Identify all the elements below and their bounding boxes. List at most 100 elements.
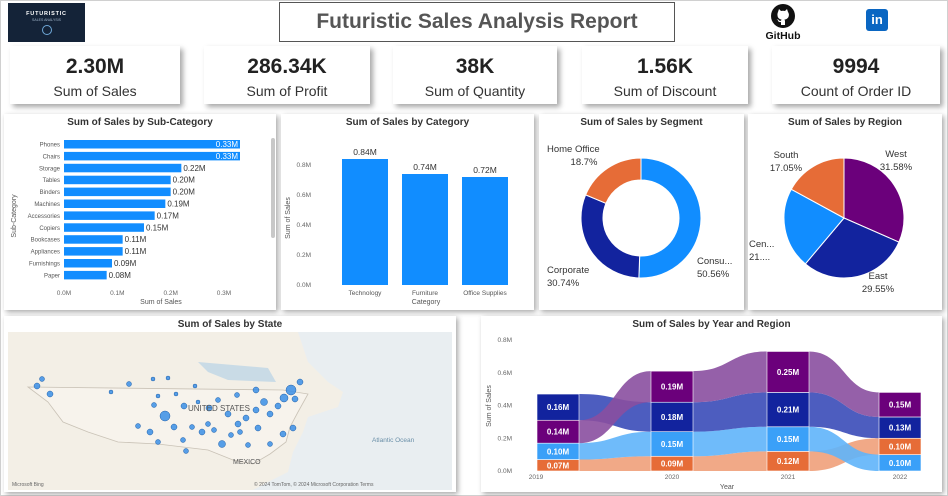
kpi-value: 2.30M — [65, 55, 125, 78]
x-tick-label: 2021 — [781, 474, 796, 481]
state-bubbles — [33, 375, 304, 454]
category-tick-label: Storage — [39, 166, 61, 172]
slice-label: Corporate — [547, 265, 589, 276]
state-bubble — [279, 393, 289, 403]
state-bubble — [46, 390, 54, 398]
state-bubble — [205, 404, 213, 412]
pie-slice — [843, 157, 905, 243]
bar — [342, 159, 388, 285]
state-bubble — [33, 382, 41, 390]
github-link[interactable]: GitHub — [760, 2, 806, 42]
bar — [462, 177, 508, 285]
x-tick-label: 0.0M — [57, 290, 71, 297]
bar — [64, 223, 144, 232]
logo-subtext: SALES ANALYSIS — [32, 18, 61, 22]
slice-label: East — [868, 271, 887, 282]
ribbon-band — [809, 392, 879, 439]
data-label: 0.10M — [547, 447, 570, 456]
state-bubble — [173, 391, 179, 397]
ribbon-band — [809, 351, 879, 417]
state-bubble — [224, 410, 232, 418]
kpi-card-quantity[interactable]: 38K Sum of Quantity — [393, 46, 557, 104]
kpi-value: 286.34K — [247, 55, 327, 78]
ribbon-band — [693, 392, 767, 432]
state-bubble — [198, 428, 206, 436]
category-tick-label: Appliances — [31, 250, 60, 256]
region-chart-panel[interactable]: Sum of Sales by Region West 31.58% East 29.… — [748, 114, 942, 310]
x-axis-title: Year — [720, 484, 735, 491]
slice-value: 31.58% — [880, 162, 913, 173]
kpi-card-orders[interactable]: 9994 Count of Order ID — [772, 46, 940, 104]
kpi-card-discount[interactable]: 1.56K Sum of Discount — [582, 46, 748, 104]
y-tick-label: 0.2M — [297, 252, 311, 259]
slice-value: 50.56% — [697, 269, 730, 280]
state-bubble — [254, 424, 262, 432]
state-bubble — [170, 423, 178, 431]
y-tick-label: 0.0M — [498, 468, 512, 475]
logo-mark-icon — [41, 25, 52, 35]
y-tick-label: 0.8M — [297, 162, 311, 169]
state-bubble — [274, 402, 282, 410]
kpi-card-profit[interactable]: 286.34K Sum of Profit — [204, 46, 370, 104]
data-label: 0.11M — [125, 247, 147, 256]
state-bubble — [150, 376, 156, 382]
slice-label: Home Office — [547, 144, 600, 155]
category-bar-chart: 0.0M 0.2M 0.4M 0.6M 0.8M 0.84M Technology 0.74M… — [285, 147, 508, 306]
data-label: 0.13M — [889, 424, 912, 433]
subcategory-chart-panel[interactable]: Sum of Sales by Sub-Category Phones 0.33M… — [4, 114, 276, 310]
state-bubble — [211, 427, 217, 433]
slice-label: Consu... — [697, 256, 732, 267]
data-label: 0.15M — [777, 435, 800, 444]
slice-value: 29.55% — [862, 284, 895, 295]
bar — [64, 175, 171, 185]
kpi-card-sales[interactable]: 2.30M Sum of Sales — [10, 46, 180, 104]
scrollbar — [271, 138, 275, 238]
state-bubble — [291, 395, 299, 403]
ribbon-segment — [650, 370, 694, 403]
state-bubble — [155, 439, 161, 445]
kpi-value: 1.56K — [636, 55, 694, 78]
slice-value: 17.05% — [770, 163, 803, 174]
x-tick-label: 2020 — [665, 474, 680, 481]
x-tick-label: Furniture — [412, 290, 438, 297]
state-bubble — [245, 442, 251, 448]
category-tick-label: Accessories — [28, 214, 60, 220]
chart-title: Sum of Sales by Region — [788, 117, 902, 128]
state-bubble — [289, 424, 297, 432]
data-label: 0.15M — [661, 440, 684, 449]
chart-title: Sum of Sales by State — [177, 319, 283, 330]
kpi-label: Sum of Quantity — [424, 83, 526, 99]
y-tick-label: 0.6M — [498, 370, 512, 377]
bar — [402, 174, 448, 285]
bar — [64, 187, 171, 197]
category-chart-panel[interactable]: Sum of Sales by Category 0.0M 0.2M 0.4M 0.6… — [281, 114, 534, 310]
data-label: 0.10M — [889, 442, 912, 451]
kpi-label: Count of Order ID — [800, 83, 912, 99]
bar — [64, 270, 107, 280]
state-bubble — [296, 378, 304, 386]
pie-slice — [584, 157, 642, 205]
category-tick-label: Paper — [44, 273, 60, 279]
linkedin-icon[interactable]: in — [866, 9, 888, 31]
ribbon-band — [579, 371, 651, 444]
category-tick-label: Machines — [34, 202, 60, 208]
y-axis-title: Sub-Category — [11, 194, 18, 238]
year-region-chart-panel[interactable]: Sum of Sales by Year and Region 0.0M 0.2M… — [481, 316, 942, 492]
state-bubble — [155, 393, 161, 399]
slice-label: South — [774, 150, 799, 161]
state-bubble — [135, 423, 141, 429]
kpi-label: Sum of Sales — [53, 83, 137, 99]
segment-donut-chart: Consu... 50.56% Corporate 30.74% Home Office… — [547, 144, 732, 289]
state-bubble — [189, 424, 195, 430]
segment-chart-panel[interactable]: Sum of Sales by Segment Consu... 50.56% Co… — [539, 114, 744, 310]
ribbon-segment — [650, 431, 694, 457]
state-bubble — [252, 406, 260, 414]
data-label: 0.11M — [125, 235, 147, 244]
x-axis-title: Category — [412, 299, 441, 306]
y-axis-title: Sum of Sales — [486, 385, 493, 427]
state-bubble — [237, 429, 243, 435]
chart-title: Sum of Sales by Sub-Category — [67, 117, 213, 128]
ribbon-band — [579, 431, 651, 460]
state-map[interactable]: UNITED STATES MEXICO Atlantic Ocean Micr… — [8, 332, 452, 490]
category-tick-label: Bookcases — [31, 238, 60, 244]
